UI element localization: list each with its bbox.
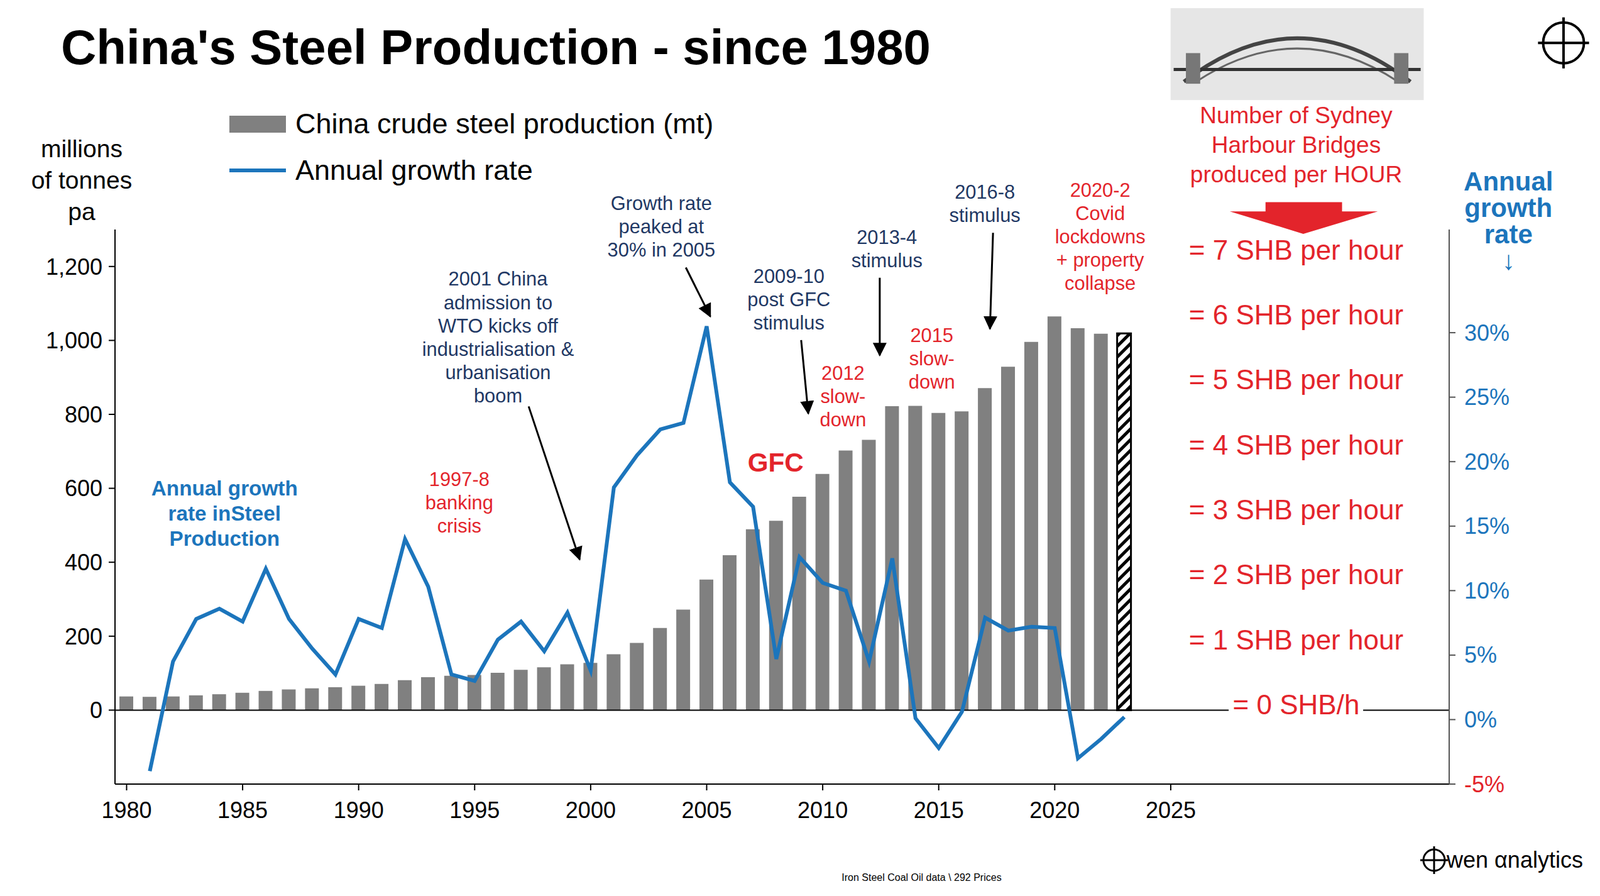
html-text:= 2 SHB per hour: = 2 SHB per hour (1188, 558, 1404, 590)
html-text:pa: pa (67, 197, 96, 225)
html-text:2013-4: 2013-4 (856, 226, 918, 249)
html-text:2012: 2012 (821, 361, 865, 384)
svg-text:2025: 2025 (1145, 796, 1196, 823)
html-text:post GFC: post GFC (747, 288, 831, 311)
svg-text:1,000: 1,000 (45, 327, 103, 354)
html-text:WTO kicks off: WTO kicks off (438, 314, 558, 337)
html-text:1997-8: 1997-8 (429, 468, 490, 491)
html-text:China crude steel production (: China crude steel production (mt) (295, 107, 714, 140)
html-text:= 1 SHB per hour: = 1 SHB per hour (1188, 623, 1404, 655)
html-text:rate: rate (1484, 219, 1533, 249)
svg-text:2020: 2020 (1029, 796, 1080, 823)
svg-text:-5%: -5% (1464, 771, 1505, 797)
html-text:Harbour Bridges: Harbour Bridges (1211, 131, 1381, 158)
svg-text:30%: 30% (1464, 319, 1510, 346)
svg-text:25%: 25% (1464, 383, 1510, 410)
svg-text:5%: 5% (1464, 641, 1497, 668)
html-text:= 6 SHB per hour: = 6 SHB per hour (1188, 299, 1404, 331)
html-text:urbanisation: urbanisation (445, 361, 551, 384)
html-text:Covid: Covid (1075, 202, 1125, 225)
html-text:wen αnalytics: wen αnalytics (1446, 846, 1583, 873)
svg-text:800: 800 (64, 401, 103, 428)
html-text:Number of Sydney: Number of Sydney (1199, 102, 1393, 129)
svg-text:10%: 10% (1464, 577, 1510, 604)
svg-text:20%: 20% (1464, 448, 1510, 475)
html-text:Growth rate: Growth rate (610, 192, 712, 215)
html-text:2015: 2015 (910, 324, 954, 347)
html-text:down: down (908, 370, 955, 393)
html-text:Annual growth: Annual growth (151, 476, 298, 500)
svg-text:2000: 2000 (565, 796, 616, 823)
html-text:China's Steel Production - sin: China's Steel Production - since 1980 (60, 19, 931, 75)
svg-text:1980: 1980 (101, 796, 152, 823)
html-text:growth: growth (1464, 192, 1553, 223)
html-text:= 5 SHB per hour: = 5 SHB per hour (1188, 364, 1404, 395)
svg-text:1985: 1985 (217, 796, 268, 823)
html-text:Iron Steel Coal Oil data \ 292: Iron Steel Coal Oil data \ 292 Prices (841, 871, 1002, 883)
svg-text:0: 0 (89, 696, 103, 723)
html-text:= 4 SHB per hour: = 4 SHB per hour (1188, 429, 1404, 460)
svg-text:2005: 2005 (681, 796, 732, 823)
svg-text:2015: 2015 (913, 796, 965, 823)
svg-text:400: 400 (64, 549, 103, 576)
html-text:banking: banking (425, 491, 494, 514)
html-text:peaked at: peaked at (618, 215, 704, 238)
html-text:down: down (819, 408, 867, 431)
html-text:2016-8: 2016-8 (954, 181, 1016, 204)
html-text:of tonnes: of tonnes (31, 166, 133, 194)
html-text:= 0 SHB/h: = 0 SHB/h (1232, 688, 1360, 720)
html-text:collapse: collapse (1064, 272, 1136, 295)
html-text:stimulus: stimulus (851, 249, 923, 272)
html-text:slow-: slow- (909, 347, 955, 370)
html-text:Annual: Annual (1463, 166, 1554, 197)
html-text:= 7 SHB per hour: = 7 SHB per hour (1188, 234, 1404, 266)
html-text:Production: Production (169, 526, 280, 550)
svg-text:1990: 1990 (333, 796, 384, 823)
html-text:crisis: crisis (437, 514, 482, 537)
html-text:slow-: slow- (820, 385, 866, 408)
html-text:GFC: GFC (747, 447, 804, 478)
html-text:admission to: admission to (443, 291, 553, 314)
svg-text:600: 600 (64, 475, 103, 501)
html-text:= 3 SHB per hour: = 3 SHB per hour (1188, 493, 1404, 525)
html-text:stimulus: stimulus (949, 204, 1021, 227)
svg-text:2010: 2010 (797, 796, 848, 823)
html-text:+ property: + property (1056, 249, 1145, 272)
svg-text:0%: 0% (1464, 706, 1497, 733)
html-text:Annual growth rate: Annual growth rate (295, 153, 533, 187)
html-text:30% in 2005: 30% in 2005 (607, 239, 716, 262)
html-text:lockdowns: lockdowns (1054, 225, 1146, 248)
html-text:2009-10: 2009-10 (753, 264, 825, 287)
svg-text:15%: 15% (1464, 512, 1510, 539)
html-text:millions: millions (40, 135, 123, 163)
html-text:2001 China: 2001 China (448, 268, 548, 291)
svg-text:200: 200 (64, 623, 103, 650)
html-text:boom: boom (473, 384, 523, 407)
html-text:produced per HOUR: produced per HOUR (1190, 161, 1403, 188)
html-text:stimulus: stimulus (753, 311, 825, 334)
svg-text:1,200: 1,200 (45, 253, 103, 280)
html-text:2020-2: 2020-2 (1069, 179, 1131, 202)
svg-text:1995: 1995 (449, 796, 500, 823)
html-text:industrialisation &: industrialisation & (422, 337, 575, 360)
html-text:rate inSteel: rate inSteel (168, 501, 281, 525)
